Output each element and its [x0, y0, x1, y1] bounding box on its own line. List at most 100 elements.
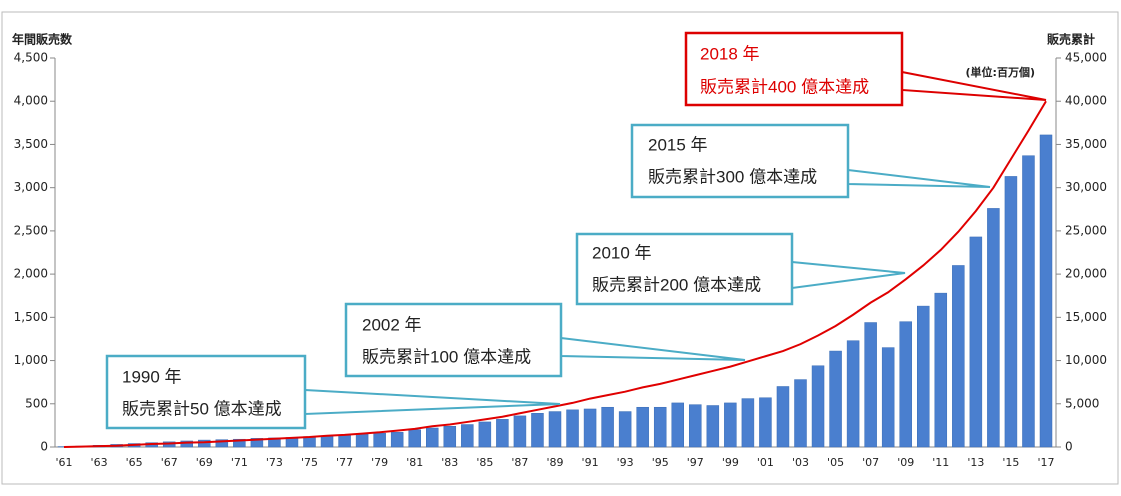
callout-text: 2010 年 — [592, 243, 652, 262]
x-tick-label: '61 — [55, 456, 72, 469]
callout: 2002 年 販売累計100 億本達成 — [344, 302, 746, 378]
bar — [566, 409, 579, 448]
callout: 2010 年 販売累計200 億本達成 — [575, 232, 906, 306]
callout-text: 販売累計400 億本達成 — [700, 77, 869, 96]
callout-pointer — [304, 388, 561, 416]
x-tick-label: '69 — [196, 456, 213, 469]
yticks-label: 4,000 — [14, 94, 48, 108]
yticks-label: 0 — [40, 440, 48, 454]
x-tick-label: '65 — [126, 456, 143, 469]
y2ticks-label: 35,000 — [1065, 137, 1107, 151]
callout-text: 2002 年 — [362, 315, 422, 334]
y2ticks-label: 15,000 — [1065, 310, 1107, 324]
bar — [426, 427, 439, 448]
yticks-label: 2,000 — [14, 267, 48, 281]
callout: 2015 年 販売累計300 億本達成 — [630, 123, 991, 199]
x-tick-label: '73 — [266, 456, 283, 469]
bar — [443, 426, 457, 448]
bar — [478, 421, 492, 448]
bar — [776, 386, 790, 448]
callouts: 2018 年 販売累計400 億本達成 2015 年 販売累計300 億本達成 … — [105, 31, 1047, 430]
bar — [408, 429, 421, 448]
bar — [461, 424, 474, 448]
yticks-label: 2,500 — [14, 223, 48, 237]
bar — [1039, 134, 1053, 448]
callout: 1990 年 販売累計50 億本達成 — [105, 354, 561, 430]
x-tick-label: '09 — [897, 456, 914, 469]
x-tick-label: '97 — [687, 456, 704, 469]
x-tick-label: '79 — [371, 456, 388, 469]
x-tick-label: '85 — [476, 456, 493, 469]
bar — [811, 365, 825, 448]
callout-text: 販売累計50 億本達成 — [122, 399, 282, 418]
callout-box — [575, 232, 794, 306]
yticks-label: 4,500 — [14, 51, 48, 65]
frame — [1, 11, 1119, 485]
callout-pointer — [791, 260, 906, 290]
callout-pointer — [847, 168, 991, 188]
bar — [969, 236, 983, 448]
y2ticks-label: 20,000 — [1065, 267, 1107, 281]
x-tick-label: '11 — [932, 456, 949, 469]
x-tick-label: '01 — [757, 456, 774, 469]
bar — [934, 292, 948, 448]
bar — [653, 406, 667, 448]
x-tick-label: '89 — [546, 456, 563, 469]
x-tick-label: '87 — [511, 456, 528, 469]
callout-text: 販売累計300 億本達成 — [648, 167, 817, 186]
bar — [355, 433, 369, 448]
x-tick-label: '13 — [967, 456, 984, 469]
bar — [618, 411, 632, 448]
y2ticks-label: 25,000 — [1065, 223, 1107, 237]
bar — [338, 434, 351, 448]
x-tick-label: '99 — [722, 456, 739, 469]
bar — [759, 397, 772, 448]
bar — [689, 404, 702, 448]
x-tick-label: '77 — [336, 456, 353, 469]
bar — [671, 402, 684, 448]
y2-axis-title: 販売累計 — [1047, 32, 1095, 47]
x-tick-label: '91 — [582, 456, 599, 469]
bar — [864, 322, 877, 448]
plot: 0 500 1,000 1,500 2,000 2,500 3,000 3,500 4,000 4… — [14, 51, 1107, 470]
bar — [917, 305, 930, 448]
bar — [829, 350, 842, 448]
bar — [250, 438, 264, 448]
callout-text: 販売累計200 億本達成 — [592, 275, 761, 294]
bar — [496, 419, 509, 448]
y2ticks-label: 45,000 — [1065, 51, 1107, 65]
x-tick-label: '07 — [862, 456, 879, 469]
y2ticks-label: 5,000 — [1065, 396, 1099, 410]
bar — [601, 406, 614, 448]
callout-box — [105, 354, 307, 430]
x-tick-label: '71 — [231, 456, 248, 469]
callout-box — [344, 302, 563, 378]
bar — [390, 432, 404, 448]
bar — [583, 408, 597, 448]
x-tick-label: '81 — [406, 456, 423, 469]
yticks-label: 1,500 — [14, 310, 48, 324]
bar — [794, 379, 807, 448]
bar — [1022, 155, 1035, 448]
yticks-label: 1,000 — [14, 353, 48, 367]
y2ticks-label: 10,000 — [1065, 353, 1107, 367]
callout: 2018 年 販売累計400 億本達成 — [684, 31, 1047, 107]
bar — [706, 405, 720, 448]
x-tick-label: '93 — [617, 456, 634, 469]
callout-box — [630, 123, 850, 199]
yticks-label: 3,000 — [14, 180, 48, 194]
bar — [548, 411, 562, 448]
y-axis-title: 年間販売数 — [12, 32, 73, 47]
bar — [741, 398, 755, 448]
bar — [636, 406, 649, 448]
x-tick-label: '03 — [792, 456, 809, 469]
bar — [881, 347, 895, 448]
bar — [846, 340, 860, 448]
x-tick-label: '17 — [1037, 456, 1054, 469]
yticks-label: 500 — [25, 396, 48, 410]
x-tick-label: '05 — [827, 456, 844, 469]
y2ticks-label: 30,000 — [1065, 180, 1107, 194]
x-tick-label: '15 — [1002, 456, 1019, 469]
bar — [899, 321, 912, 448]
callout-box — [684, 31, 904, 107]
